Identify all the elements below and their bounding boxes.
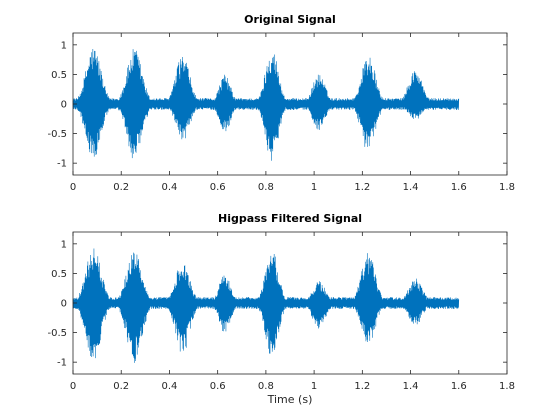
x-tick-label: 0.6: [210, 182, 226, 193]
x-tick-label: 1.4: [403, 182, 419, 193]
x-tick-label: 0.2: [113, 381, 129, 392]
x-tick-label: 1: [311, 381, 317, 392]
x-tick-label: 1: [311, 182, 317, 193]
x-tick-label: 0.8: [258, 381, 274, 392]
waveform-line: [72, 48, 460, 161]
y-tick-label: 1: [61, 239, 67, 250]
x-tick-label: 0.4: [161, 182, 177, 193]
x-tick-label: 0.6: [210, 381, 226, 392]
x-tick-label: 0.2: [113, 182, 129, 193]
x-tick-label: 1.2: [354, 182, 370, 193]
x-tick-label: 1.6: [451, 182, 467, 193]
x-tick-label: 0: [70, 381, 76, 392]
x-tick-label: 1.4: [403, 381, 419, 392]
y-tick-label: 0: [61, 100, 67, 111]
y-tick-label: 0: [61, 299, 67, 310]
chart-panel-2: 0 0.2 0.4 0.6 0.8 1 1.2 1.4 1.6 1.8 -1 -0.5 0 0.5 1 Hig…: [47, 212, 514, 406]
chart-title: Higpass Filtered Signal: [218, 212, 362, 225]
y-tick-label: 0.5: [51, 70, 67, 81]
y-tick-label: -0.5: [47, 129, 67, 140]
x-tick-label: 1.6: [451, 381, 467, 392]
y-tick-label: 1: [61, 40, 67, 51]
waveform-line: [72, 248, 460, 363]
y-tick-label: -1: [57, 358, 67, 369]
y-tick-label: -0.5: [47, 328, 67, 339]
chart-title: Original Signal: [244, 13, 336, 26]
x-tick-label: 0.8: [258, 182, 274, 193]
y-tick-label: -1: [57, 159, 67, 170]
x-tick-label: 0.4: [161, 381, 177, 392]
chart-panel-1: 0 0.2 0.4 0.6 0.8 1 1.2 1.4 1.6 1.8 -1 -0.5 0 0.5 1 Ori…: [47, 13, 514, 193]
x-axis-label: Time (s): [267, 393, 313, 406]
x-tick-label: 0: [70, 182, 76, 193]
x-tick-label: 1.8: [499, 182, 515, 193]
x-tick-label: 1.2: [354, 381, 370, 392]
x-tick-label: 1.8: [499, 381, 515, 392]
y-tick-label: 0.5: [51, 269, 67, 280]
